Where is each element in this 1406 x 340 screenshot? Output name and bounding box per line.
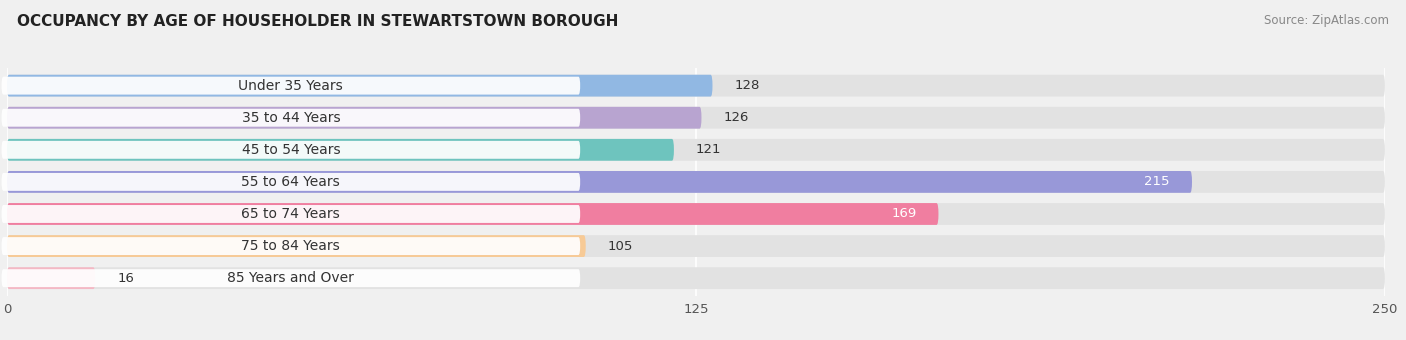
- FancyBboxPatch shape: [1, 269, 581, 287]
- FancyBboxPatch shape: [7, 171, 1385, 193]
- FancyBboxPatch shape: [1, 237, 581, 255]
- FancyBboxPatch shape: [7, 75, 713, 97]
- FancyBboxPatch shape: [7, 267, 96, 289]
- FancyBboxPatch shape: [7, 203, 938, 225]
- FancyBboxPatch shape: [7, 107, 1385, 129]
- Text: 128: 128: [734, 79, 759, 92]
- Text: 45 to 54 Years: 45 to 54 Years: [242, 143, 340, 157]
- FancyBboxPatch shape: [7, 139, 673, 161]
- FancyBboxPatch shape: [7, 171, 1192, 193]
- Text: Source: ZipAtlas.com: Source: ZipAtlas.com: [1264, 14, 1389, 27]
- Text: 121: 121: [696, 143, 721, 156]
- Text: 75 to 84 Years: 75 to 84 Years: [242, 239, 340, 253]
- FancyBboxPatch shape: [1, 173, 581, 191]
- FancyBboxPatch shape: [7, 235, 586, 257]
- Text: 65 to 74 Years: 65 to 74 Years: [242, 207, 340, 221]
- FancyBboxPatch shape: [7, 235, 1385, 257]
- FancyBboxPatch shape: [1, 77, 581, 95]
- FancyBboxPatch shape: [7, 203, 1385, 225]
- Text: 16: 16: [117, 272, 134, 285]
- Text: OCCUPANCY BY AGE OF HOUSEHOLDER IN STEWARTSTOWN BOROUGH: OCCUPANCY BY AGE OF HOUSEHOLDER IN STEWA…: [17, 14, 619, 29]
- Text: 55 to 64 Years: 55 to 64 Years: [242, 175, 340, 189]
- Text: Under 35 Years: Under 35 Years: [239, 79, 343, 92]
- Text: 35 to 44 Years: 35 to 44 Years: [242, 111, 340, 125]
- Text: 105: 105: [607, 240, 633, 253]
- Text: 169: 169: [891, 207, 917, 220]
- FancyBboxPatch shape: [7, 75, 1385, 97]
- Text: 126: 126: [724, 111, 749, 124]
- FancyBboxPatch shape: [7, 267, 1385, 289]
- FancyBboxPatch shape: [7, 107, 702, 129]
- FancyBboxPatch shape: [1, 109, 581, 127]
- Text: 215: 215: [1144, 175, 1170, 188]
- FancyBboxPatch shape: [1, 205, 581, 223]
- FancyBboxPatch shape: [7, 139, 1385, 161]
- FancyBboxPatch shape: [1, 141, 581, 159]
- Text: 85 Years and Over: 85 Years and Over: [228, 271, 354, 285]
